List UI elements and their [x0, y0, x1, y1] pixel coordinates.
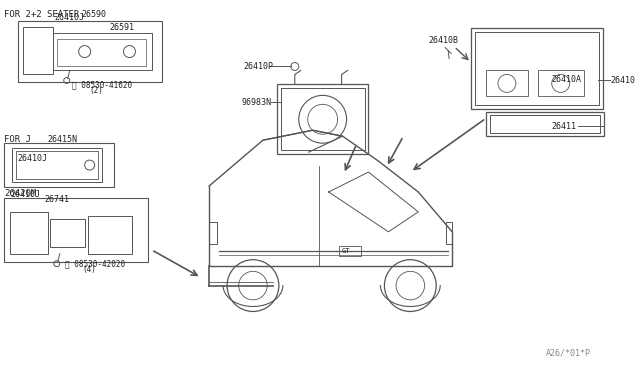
- Text: 26410A: 26410A: [552, 75, 582, 84]
- Bar: [475, 32, 598, 105]
- Bar: [486, 70, 528, 96]
- Text: 26741: 26741: [45, 195, 70, 205]
- Text: FOR J: FOR J: [4, 135, 31, 144]
- Text: 26410J: 26410J: [10, 190, 40, 199]
- Text: 26410J: 26410J: [55, 13, 84, 22]
- Text: FOR 2+2 SEATER: FOR 2+2 SEATER: [4, 10, 79, 19]
- Bar: [4, 143, 113, 187]
- Bar: [88, 216, 132, 254]
- Text: 96983N: 96983N: [241, 98, 271, 107]
- Bar: [4, 198, 148, 262]
- Bar: [10, 212, 48, 254]
- Text: 26590: 26590: [82, 10, 107, 19]
- Bar: [486, 112, 604, 136]
- Text: 26420M: 26420M: [4, 189, 36, 199]
- Bar: [446, 222, 452, 244]
- Text: GT: GT: [342, 248, 350, 254]
- Bar: [277, 84, 369, 154]
- Text: Ⓢ 08530-41620: Ⓢ 08530-41620: [72, 80, 132, 89]
- Text: 26411: 26411: [552, 122, 577, 131]
- Bar: [471, 28, 602, 109]
- Text: 26410J: 26410J: [18, 154, 48, 163]
- Bar: [18, 21, 163, 83]
- Bar: [339, 246, 360, 256]
- Bar: [12, 148, 102, 182]
- Text: (4): (4): [83, 265, 97, 274]
- Bar: [209, 222, 217, 244]
- Bar: [52, 33, 152, 70]
- Bar: [16, 151, 98, 179]
- Text: Ⓢ 08530-42020: Ⓢ 08530-42020: [65, 259, 125, 268]
- Text: 26591: 26591: [109, 23, 134, 32]
- Text: 26410: 26410: [611, 76, 636, 85]
- Bar: [57, 39, 147, 67]
- Text: 26410B: 26410B: [428, 36, 458, 45]
- Text: 26410P: 26410P: [243, 62, 273, 71]
- Text: 26415N: 26415N: [48, 135, 78, 144]
- Text: A26/*01*P: A26/*01*P: [546, 349, 591, 358]
- Bar: [281, 89, 365, 150]
- Bar: [490, 115, 600, 133]
- Bar: [23, 27, 52, 74]
- Text: (2): (2): [90, 86, 104, 95]
- Bar: [538, 70, 584, 96]
- Bar: [50, 219, 84, 247]
